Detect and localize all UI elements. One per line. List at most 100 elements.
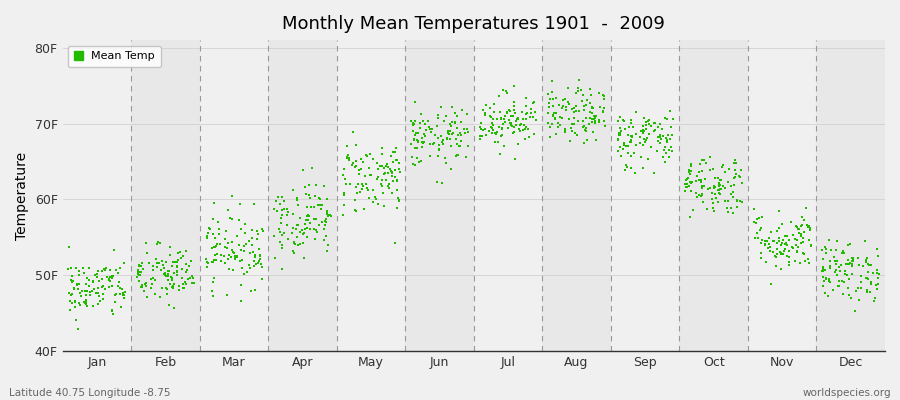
Point — [77, 270, 92, 276]
Point — [846, 254, 860, 261]
Point — [73, 290, 87, 296]
Point — [794, 240, 808, 246]
Point — [585, 105, 599, 111]
Point — [747, 219, 761, 226]
Point — [208, 243, 222, 250]
Point — [774, 242, 788, 249]
Point — [524, 109, 538, 116]
Point — [346, 160, 360, 167]
Point — [814, 247, 829, 253]
Point — [461, 129, 475, 136]
Point — [385, 170, 400, 176]
Point — [628, 170, 643, 176]
Point — [284, 230, 299, 236]
Point — [248, 252, 262, 258]
Point — [651, 134, 665, 140]
Point — [154, 258, 168, 264]
Point — [256, 226, 270, 232]
Point — [473, 133, 488, 140]
Point — [404, 118, 419, 124]
Point — [555, 115, 570, 121]
Point — [423, 153, 437, 159]
Point — [569, 90, 583, 96]
Point — [544, 78, 559, 84]
Point — [684, 163, 698, 170]
Point — [150, 240, 165, 247]
Point — [417, 131, 431, 137]
Point — [832, 283, 847, 289]
Point — [683, 214, 698, 220]
Point — [662, 147, 676, 153]
Legend: Mean Temp: Mean Temp — [68, 46, 160, 67]
Point — [208, 235, 222, 242]
Point — [362, 195, 376, 202]
Point — [267, 233, 282, 240]
Point — [363, 150, 377, 157]
Point — [200, 264, 214, 271]
Point — [782, 261, 796, 268]
Point — [505, 122, 519, 129]
Point — [546, 102, 561, 109]
Point — [716, 182, 731, 189]
Point — [513, 128, 527, 134]
Point — [647, 128, 662, 134]
Point — [747, 235, 761, 241]
Point — [637, 115, 652, 121]
Point — [489, 131, 503, 138]
Point — [267, 255, 282, 261]
Point — [161, 302, 176, 308]
Point — [298, 221, 312, 228]
Point — [390, 204, 404, 211]
Point — [616, 142, 631, 148]
Point — [646, 120, 661, 126]
Point — [359, 180, 374, 187]
Point — [414, 111, 428, 117]
Point — [242, 262, 256, 268]
Point — [544, 89, 559, 96]
Point — [228, 252, 242, 259]
Point — [475, 127, 490, 133]
Point — [712, 183, 726, 190]
Point — [219, 228, 233, 234]
Point — [597, 118, 611, 124]
Point — [679, 184, 693, 191]
Point — [526, 114, 540, 120]
Point — [86, 303, 101, 310]
Point — [832, 277, 846, 284]
Point — [227, 250, 241, 257]
Point — [381, 183, 395, 189]
Point — [579, 128, 593, 134]
Point — [712, 189, 726, 196]
Point — [522, 134, 536, 140]
Point — [106, 311, 121, 318]
Point — [546, 113, 561, 119]
Point — [572, 88, 586, 94]
Point — [728, 174, 742, 181]
Point — [74, 292, 88, 299]
Point — [769, 263, 783, 270]
Point — [385, 159, 400, 166]
Point — [424, 129, 438, 136]
Point — [577, 140, 591, 146]
Point — [371, 166, 385, 172]
Point — [566, 121, 580, 128]
Point — [354, 156, 368, 162]
Point — [555, 97, 570, 103]
Point — [662, 154, 676, 160]
Point — [416, 118, 430, 124]
Point — [220, 292, 234, 298]
Point — [541, 110, 555, 117]
Point — [836, 290, 850, 297]
Point — [567, 121, 581, 127]
Point — [148, 256, 163, 262]
Point — [754, 240, 769, 246]
Point — [641, 118, 655, 124]
Point — [272, 226, 286, 232]
Point — [698, 176, 712, 182]
Point — [233, 200, 248, 207]
Point — [270, 208, 284, 214]
Point — [500, 90, 514, 96]
Point — [102, 276, 116, 283]
Point — [827, 254, 842, 260]
Point — [639, 122, 653, 128]
